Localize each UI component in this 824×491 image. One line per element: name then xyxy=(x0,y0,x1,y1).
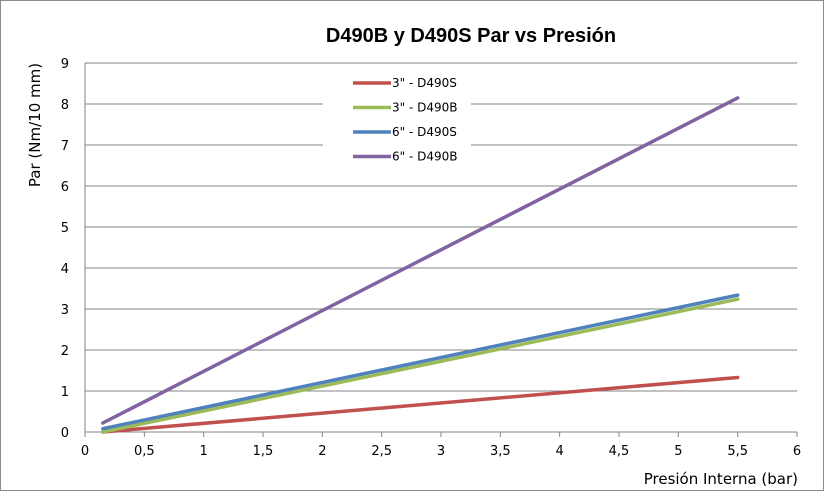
y-tick-label: 7 xyxy=(61,139,69,154)
y-axis-title: Par (Nm/10 mm) xyxy=(26,63,44,187)
legend-label-2: 3" - D490B xyxy=(392,101,458,115)
axes: 0 1 2 3 4 5 6 7 8 9 0 0,5 1 1,5 2 2,5 3 3,5 4 4,5 5 5,5 6 xyxy=(61,57,801,459)
series-lines xyxy=(101,96,740,434)
x-tick-label: 2,5 xyxy=(371,444,392,459)
y-tick-label: 4 xyxy=(61,262,69,277)
series-line-1 xyxy=(101,375,740,434)
legend-label-3: 6" - D490S xyxy=(392,125,457,139)
legend: 3" - D490S 3" - D490B 6" - D490S 6" - D490B xyxy=(323,69,471,171)
y-tick-label: 2 xyxy=(61,344,69,359)
x-tick-label: 3,5 xyxy=(490,444,511,459)
y-tick-label: 9 xyxy=(61,57,69,72)
x-tick-label: 1 xyxy=(200,444,208,459)
y-tick-label: 0 xyxy=(61,426,69,441)
legend-box xyxy=(323,69,471,171)
x-tick-label: 3 xyxy=(437,444,445,459)
series-line-2 xyxy=(101,297,740,434)
grid xyxy=(85,62,797,392)
x-tick-label: 0 xyxy=(81,444,89,459)
y-tick-label: 8 xyxy=(61,98,69,113)
y-tick-label: 3 xyxy=(61,303,69,318)
x-tick-label: 5 xyxy=(674,444,682,459)
x-tick-label: 6 xyxy=(793,444,801,459)
x-tick-label: 2 xyxy=(318,444,326,459)
x-tick-label: 1,5 xyxy=(253,444,274,459)
x-tick-label: 4,5 xyxy=(609,444,630,459)
x-tick-label: 4 xyxy=(556,444,564,459)
y-tick-label: 5 xyxy=(61,221,69,236)
x-tick-label: 0,5 xyxy=(134,444,155,459)
series-line-4 xyxy=(101,96,740,425)
y-tick-label: 1 xyxy=(61,385,69,400)
legend-label-1: 3" - D490S xyxy=(392,76,457,90)
y-tick-label: 6 xyxy=(61,180,69,195)
x-tick-label: 5,5 xyxy=(727,444,748,459)
series-line-3 xyxy=(101,293,740,431)
x-axis-title: Presión Interna (bar) xyxy=(644,470,798,488)
legend-label-4: 6" - D490B xyxy=(392,150,458,164)
chart-title: D490B y D490S Par vs Presión xyxy=(326,25,616,47)
